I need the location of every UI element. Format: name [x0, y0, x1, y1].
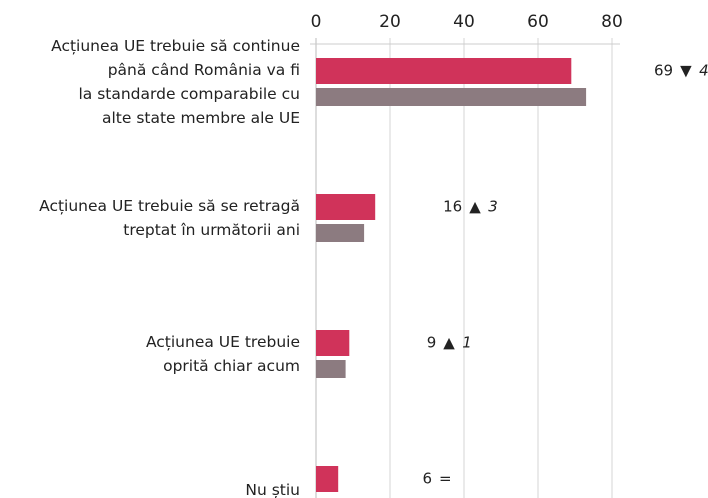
value-label: 6 [422, 470, 432, 488]
value-label: 16 [443, 198, 462, 216]
value-label: 9 [427, 334, 437, 352]
bar [316, 360, 346, 378]
x-tick-label: 80 [601, 12, 623, 32]
x-tick-label: 60 [527, 12, 549, 32]
bar [316, 88, 587, 106]
change-label: 3 [488, 198, 498, 216]
change-symbol: ▲ [443, 334, 455, 352]
bar [316, 224, 365, 242]
bar [316, 466, 339, 492]
bar [316, 194, 376, 220]
change-symbol: ▼ [680, 62, 692, 80]
change-label: 1 [462, 334, 472, 352]
x-tick-label: 40 [453, 12, 475, 32]
change-symbol: = [439, 470, 452, 488]
category-label: Nu știu [245, 481, 300, 498]
x-tick-label: 20 [379, 12, 401, 32]
bar [316, 330, 350, 356]
value-label: 69 [654, 62, 673, 80]
category-label: Acțiunea UE trebuie să se retragă trepta… [39, 197, 300, 239]
bar [316, 58, 572, 84]
x-tick-label: 0 [311, 12, 322, 32]
category-label: Acțiunea UE trebuie să continue până cân… [51, 37, 300, 127]
change-label: 4 [699, 62, 708, 80]
category-label: Acțiunea UE trebuie oprită chiar acum [145, 333, 300, 375]
change-symbol: ▲ [469, 198, 481, 216]
